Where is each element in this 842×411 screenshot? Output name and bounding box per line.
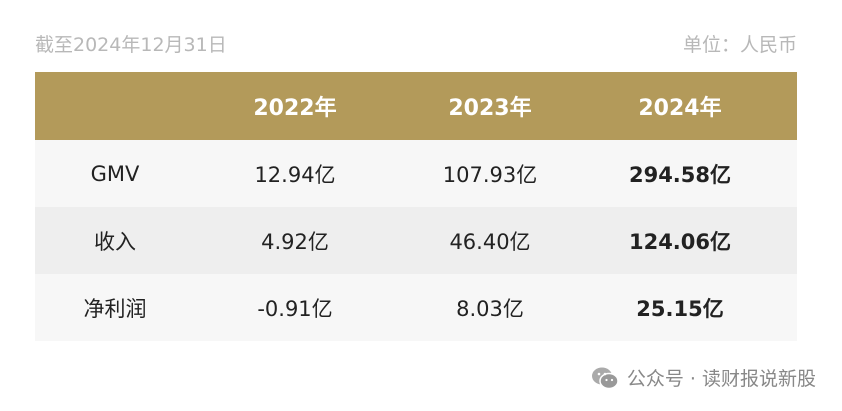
column-header: 2023年 xyxy=(448,96,532,121)
column-header: 2022年 xyxy=(253,96,337,121)
table-cell: 8.03亿 xyxy=(456,296,524,321)
table-cell: 107.93亿 xyxy=(442,162,538,187)
row-label: 净利润 xyxy=(83,296,147,321)
watermark: 公众号 · 读财报说新股 xyxy=(591,364,816,391)
table-cell: 12.94亿 xyxy=(254,162,336,187)
table-cell: 46.40亿 xyxy=(449,229,531,254)
table-cell: 294.58亿 xyxy=(628,162,732,187)
unit-note: 单位：人民币 xyxy=(682,34,797,56)
watermark-text: 公众号 · 读财报说新股 xyxy=(626,368,816,390)
table: 2022年 2023年 2024年 GMV 12.94亿 107.93亿 294.58亿收… xyxy=(35,72,797,341)
table-cell: 25.15亿 xyxy=(636,296,724,321)
table-cell: -0.91亿 xyxy=(257,296,333,321)
row-label: GMV xyxy=(90,161,140,186)
table-row: 净利润 -0.91亿 8.03亿 25.15亿 xyxy=(35,274,797,341)
wechat-icon xyxy=(591,367,619,389)
column-header: 2024年 xyxy=(638,96,722,121)
table-row: 收入 4.92亿 46.40亿 124.06亿 xyxy=(35,207,797,274)
table-row: GMV 12.94亿 107.93亿 294.58亿 xyxy=(35,140,797,207)
row-label: 收入 xyxy=(94,229,136,254)
header-row: 2022年 2023年 2024年 xyxy=(35,72,797,140)
date-note: 截至2024年12月31日 xyxy=(35,34,227,56)
table-cell: 4.92亿 xyxy=(261,229,329,254)
table-cell: 124.06亿 xyxy=(628,229,732,254)
